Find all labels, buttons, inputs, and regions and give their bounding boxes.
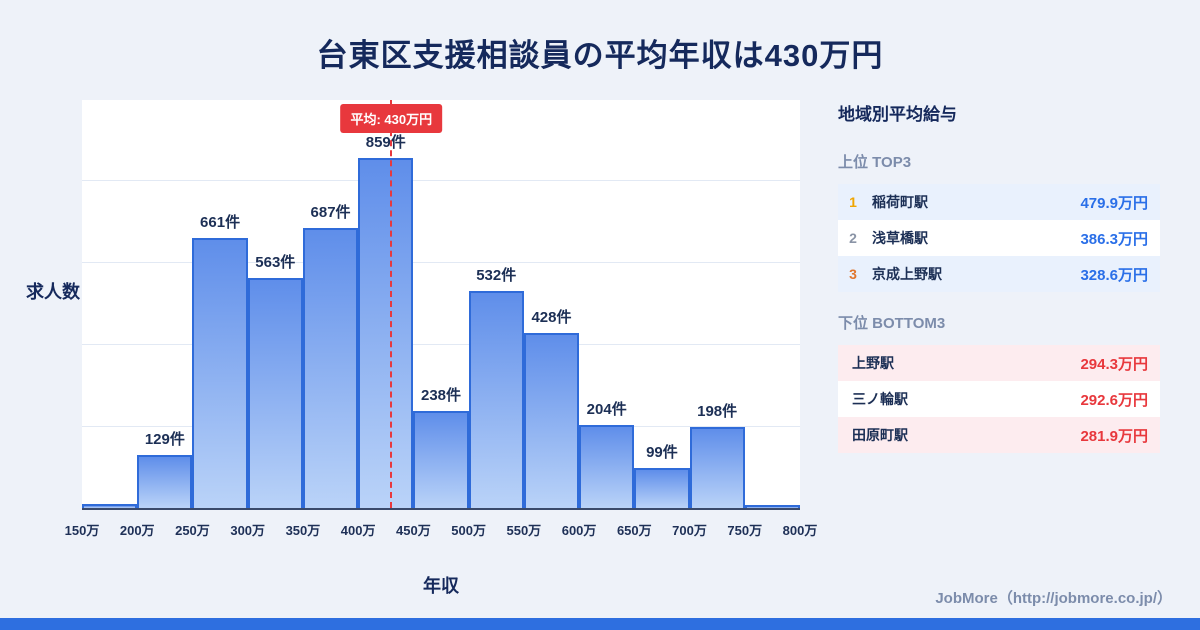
histogram-bar: [634, 467, 690, 508]
histogram-bar: [579, 424, 635, 508]
histogram-bar: [358, 157, 414, 508]
table-row: 3 京成上野駅 328.6万円: [838, 256, 1160, 292]
salary-value: 292.6万円: [1080, 391, 1148, 409]
table-row: 三ノ輪駅 292.6万円: [838, 381, 1160, 417]
salary-value: 328.6万円: [1080, 266, 1148, 284]
x-tick-label: 550万: [506, 523, 542, 538]
rank-number: 2: [849, 230, 857, 246]
average-badge: 平均: 430万円: [340, 104, 443, 133]
rank-number: 1: [849, 194, 857, 210]
bar-value-label: 687件: [310, 203, 351, 221]
footer-credit: JobMore（http://jobmore.co.jp/）: [935, 590, 1172, 607]
histogram-bar: [137, 455, 193, 508]
bar-value-label: 99件: [646, 443, 678, 461]
x-axis-title: 年収: [423, 576, 459, 596]
bar-value-label: 129件: [144, 431, 185, 449]
salary-value: 281.9万円: [1080, 427, 1148, 445]
bar-value-label: 204件: [586, 400, 627, 418]
bar-value-label: 428件: [531, 309, 572, 327]
bar-value-label: 198件: [697, 403, 738, 421]
station-name: 稲荷町駅: [872, 194, 928, 210]
x-tick-label: 300万: [230, 523, 266, 538]
salary-value: 386.3万円: [1080, 230, 1148, 248]
x-tick-label: 350万: [285, 523, 321, 538]
table-row: 1 稲荷町駅 479.9万円: [838, 184, 1160, 220]
top3-table: 1 稲荷町駅 479.9万円 2 浅草橋駅 386.3万円 3 京成上野駅 32…: [838, 184, 1160, 292]
average-line: [390, 100, 393, 508]
bar-value-label: 532件: [476, 266, 517, 284]
table-row: 田原町駅 281.9万円: [838, 417, 1160, 453]
station-name: 上野駅: [852, 355, 894, 371]
station-name: 京成上野駅: [872, 266, 942, 282]
x-tick-label: 500万: [451, 523, 486, 538]
x-tick-label: 450万: [396, 523, 431, 538]
bar-value-label: 238件: [420, 386, 462, 404]
station-name: 浅草橋駅: [872, 230, 928, 246]
sidebar-title: 地域別平均給与: [838, 105, 957, 124]
bar-value-label: 563件: [255, 254, 296, 272]
page-title: 台東区支援相談員の平均年収は430万円: [316, 38, 884, 73]
x-tick-label: 800万: [782, 523, 818, 538]
histogram-bar: [247, 278, 303, 508]
x-tick-label: 200万: [119, 523, 155, 538]
rank-number: 3: [849, 266, 857, 282]
y-axis-title: 求人数: [26, 282, 80, 302]
region-salary-panel: 地域別平均給与 上位 TOP3 1 稲荷町駅 479.9万円 2 浅草橋駅 38…: [838, 100, 1160, 473]
table-row: 2 浅草橋駅 386.3万円: [838, 220, 1160, 256]
x-tick-label: 400万: [340, 523, 376, 538]
table-row: 上野駅 294.3万円: [838, 345, 1160, 381]
x-axis-ticks: 150万 200万 250万 300万 350万 400万 450万 500万 550万 600万…: [65, 520, 818, 540]
histogram-bar: [192, 238, 248, 508]
x-tick-label: 700万: [672, 523, 707, 538]
x-tick-label: 250万: [175, 523, 210, 538]
histogram-bar: [744, 504, 800, 508]
x-tick-label: 150万: [64, 523, 100, 538]
x-tick-label: 650万: [616, 523, 652, 538]
station-name: 田原町駅: [852, 427, 908, 443]
histogram-bar: [468, 290, 524, 508]
top3-heading: 上位 TOP3: [838, 154, 912, 171]
bar-value-label: 859件: [365, 133, 406, 151]
footer-accent-bar: [0, 618, 1200, 630]
histogram-bar: [82, 503, 138, 508]
bar-value-label: 661件: [200, 214, 241, 232]
salary-value: 479.9万円: [1080, 194, 1148, 212]
bottom3-heading: 下位 BOTTOM3: [838, 315, 946, 332]
x-tick-label: 750万: [727, 523, 763, 538]
x-tick-label: 600万: [561, 523, 597, 538]
histogram-bar: [689, 427, 745, 508]
histogram-bar: [523, 333, 580, 508]
station-name: 三ノ輪駅: [852, 391, 908, 407]
salary-value: 294.3万円: [1080, 355, 1148, 373]
bottom3-table: 上野駅 294.3万円 三ノ輪駅 292.6万円 田原町駅 281.9万円: [838, 345, 1160, 453]
plot-area: 平均: 430万円 129件 661件 563件 687件 859件 238件 532件 42…: [82, 100, 800, 510]
histogram-bar: [302, 227, 359, 508]
histogram-bar: [413, 410, 469, 508]
